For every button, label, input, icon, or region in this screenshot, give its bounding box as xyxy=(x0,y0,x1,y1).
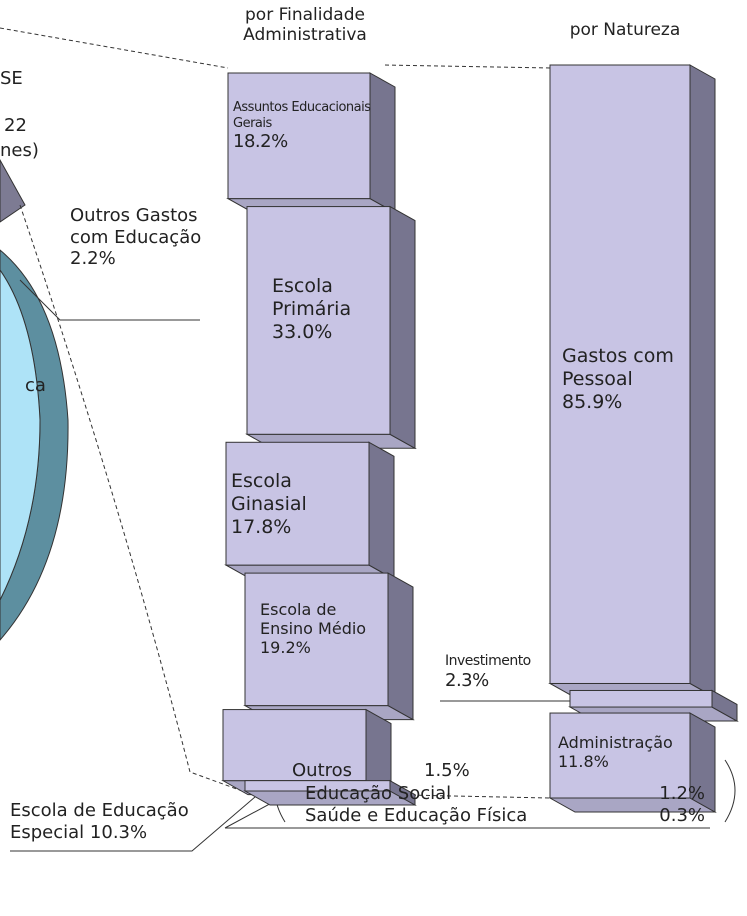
value-label: 17.8% xyxy=(231,515,292,538)
block-side xyxy=(389,205,416,450)
block xyxy=(244,780,391,792)
leader-line xyxy=(10,796,256,852)
category-label: Administração xyxy=(558,733,673,752)
block xyxy=(549,712,691,799)
connector xyxy=(19,204,246,793)
block xyxy=(222,709,367,782)
value-label: 2.3% xyxy=(445,669,489,691)
block xyxy=(225,441,370,566)
category-label: Escola de Educação Especial xyxy=(10,800,189,843)
label: Outros Gastos com Educação 2.2% xyxy=(70,205,210,270)
category-label: Escola Primária xyxy=(272,275,352,320)
value-label: 11.8% xyxy=(558,752,609,772)
label: Escola de Educação Especial 10.3% xyxy=(10,800,240,843)
leader-line xyxy=(19,279,200,321)
block-side xyxy=(387,572,414,721)
connector xyxy=(404,794,551,799)
value-label: 85.9% xyxy=(562,390,623,413)
fragment-text: SE xyxy=(0,68,23,89)
label: por Finalidade Administrativa xyxy=(215,5,395,46)
label: ca xyxy=(25,375,85,397)
label-text: Outros Gastos com Educação xyxy=(70,205,202,248)
label: Saúde e Educação Física 0.3% xyxy=(305,805,705,827)
label: Assuntos Educacionais Gerais 18.2% xyxy=(233,100,373,153)
category-label: Escola de Ensino Médio xyxy=(260,600,367,639)
label: nes) xyxy=(0,140,60,162)
connectors xyxy=(0,27,551,799)
fragment-text: nes) xyxy=(0,140,39,161)
value-label: 33.0% xyxy=(272,320,333,343)
label: por Natureza xyxy=(540,20,710,40)
block xyxy=(244,572,389,707)
sub-item-label: Educação Social xyxy=(305,783,452,804)
label: Investimento 2.3% xyxy=(445,653,605,691)
label: Gastos com Pessoal 85.9% xyxy=(562,345,692,413)
block xyxy=(246,206,391,435)
value-label: 19.2% xyxy=(260,638,311,658)
category-label: Outros xyxy=(292,760,353,781)
sub-item-label: Saúde e Educação Física xyxy=(305,805,528,826)
label: 22 xyxy=(4,115,64,137)
block-side xyxy=(689,64,716,699)
value-label: 2.2% xyxy=(70,248,116,270)
label: Educação Social 1.2% xyxy=(305,783,705,805)
label: Escola de Ensino Médio 19.2% xyxy=(260,600,380,658)
bracket xyxy=(724,759,736,823)
fragment-text: 22 xyxy=(4,115,27,136)
value-label: 10.3% xyxy=(89,821,148,843)
pie-slice xyxy=(0,269,41,601)
block xyxy=(227,72,371,200)
block xyxy=(549,64,691,684)
block-side xyxy=(368,441,395,580)
label: Administração 11.8% xyxy=(558,733,698,771)
fragment-text: ca xyxy=(25,375,46,396)
value-label: 0.3% xyxy=(659,805,705,826)
value-label: 1.2% xyxy=(659,783,705,804)
label: Escola Ginasial 17.8% xyxy=(231,470,341,538)
block xyxy=(569,689,713,708)
connector xyxy=(0,27,229,69)
label: Outros 1.5% xyxy=(292,760,492,782)
category-label: Assuntos Educacionais Gerais xyxy=(233,100,371,131)
category-label: Investimento xyxy=(445,653,531,669)
chart-title: por Finalidade Administrativa xyxy=(243,5,367,46)
chart-title: por Natureza xyxy=(569,20,681,40)
label: Escola Primária 33.0% xyxy=(272,275,382,343)
block-side xyxy=(369,72,396,214)
category-label: Gastos com Pessoal xyxy=(562,345,674,390)
pie-slice xyxy=(0,158,26,223)
category-label: Escola Ginasial xyxy=(231,470,307,515)
value-label: 18.2% xyxy=(233,131,288,153)
label: SE xyxy=(0,68,60,90)
value-label: 1.5% xyxy=(424,760,470,781)
connector xyxy=(384,64,551,69)
